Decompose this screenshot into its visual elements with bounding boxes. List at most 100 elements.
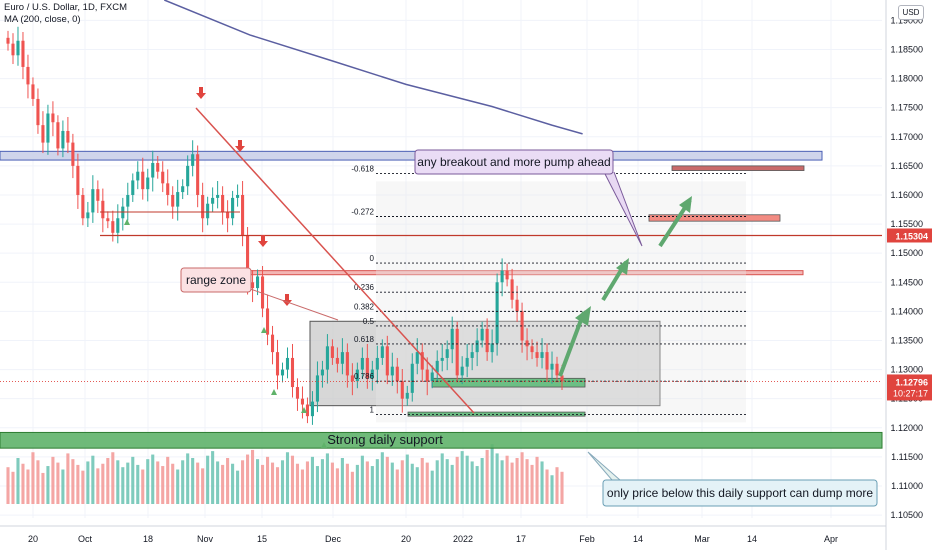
candle-body[interactable] (41, 125, 45, 143)
candle-body[interactable] (525, 340, 529, 347)
candle-body[interactable] (166, 183, 170, 195)
candle-body[interactable] (520, 311, 524, 341)
candle-body[interactable] (260, 276, 265, 309)
target-box-high[interactable] (671, 165, 805, 171)
candle-body[interactable] (66, 130, 70, 143)
candle-body[interactable] (365, 357, 369, 379)
candle-body[interactable] (465, 357, 469, 367)
candle-body[interactable] (300, 398, 305, 405)
candle-body[interactable] (131, 180, 135, 195)
candle-body[interactable] (420, 352, 424, 370)
candle-body[interactable] (550, 363, 554, 370)
target-box-mid[interactable] (648, 214, 781, 222)
candle-body[interactable] (425, 369, 429, 382)
candle-body[interactable] (270, 334, 275, 353)
candle-body[interactable] (540, 352, 544, 358)
candle-body[interactable] (191, 154, 195, 166)
candle-body[interactable] (71, 142, 75, 166)
candle-body[interactable] (515, 299, 519, 312)
candle-body[interactable] (415, 352, 419, 364)
candle-body[interactable] (156, 162, 160, 172)
candle-body[interactable] (226, 212, 230, 219)
breakout-note[interactable] (414, 149, 614, 175)
candle-body[interactable] (241, 194, 245, 236)
candle-body[interactable] (236, 194, 240, 198)
candle-body[interactable] (6, 37, 10, 44)
candle-body[interactable] (51, 113, 55, 123)
candle-body[interactable] (325, 346, 329, 370)
candle-body[interactable] (460, 366, 464, 376)
candle-body[interactable] (176, 192, 180, 207)
candle-body[interactable] (221, 194, 225, 213)
candle-body[interactable] (555, 363, 559, 376)
candle-body[interactable] (136, 171, 140, 181)
candle-body[interactable] (470, 352, 474, 358)
candle-body[interactable] (330, 346, 334, 358)
green-arrow-1[interactable] (558, 311, 586, 377)
candle-body[interactable] (171, 194, 175, 207)
candle-body[interactable] (181, 186, 185, 193)
candle-body[interactable] (360, 357, 364, 370)
candle-body[interactable] (335, 357, 339, 364)
currency-badge[interactable]: USD (898, 5, 924, 20)
candle-body[interactable] (46, 113, 50, 143)
candle-body[interactable] (81, 194, 85, 219)
candle-body[interactable] (380, 346, 384, 358)
candle-body[interactable] (455, 328, 459, 376)
candle-body[interactable] (275, 352, 280, 376)
candle-body[interactable] (535, 352, 539, 358)
candle-body[interactable] (290, 357, 295, 388)
candle-body[interactable] (395, 366, 399, 382)
candle-body[interactable] (285, 357, 290, 370)
candle-body[interactable] (26, 66, 30, 85)
candle-body[interactable] (450, 328, 454, 350)
candle-body[interactable] (126, 194, 130, 207)
candle-body[interactable] (251, 282, 255, 289)
top-blue-zone[interactable] (0, 150, 823, 161)
candle-body[interactable] (265, 308, 270, 335)
candle-body[interactable] (345, 352, 349, 376)
candle-body[interactable] (96, 189, 100, 201)
candle-body[interactable] (510, 279, 514, 300)
candle-body[interactable] (116, 218, 120, 233)
candle-body[interactable] (485, 328, 489, 353)
downtrend-line[interactable] (195, 107, 475, 414)
candle-body[interactable] (16, 40, 20, 56)
candle-body[interactable] (375, 357, 379, 370)
strong-daily-support[interactable] (0, 431, 883, 449)
candle-body[interactable] (400, 381, 404, 399)
candle-body[interactable] (545, 352, 549, 370)
candle-body[interactable] (350, 375, 354, 382)
candle-body[interactable] (141, 171, 145, 190)
candle-body[interactable] (370, 369, 374, 379)
candle-body[interactable] (231, 197, 235, 219)
candle-body[interactable] (56, 122, 60, 149)
candle-body[interactable] (246, 235, 250, 283)
candle-body[interactable] (490, 343, 494, 353)
candle-body[interactable] (355, 369, 359, 382)
candle-body[interactable] (86, 212, 90, 219)
candle-body[interactable] (11, 43, 15, 56)
candle-body[interactable] (385, 346, 389, 376)
candle-body[interactable] (111, 221, 115, 233)
candle-body[interactable] (295, 387, 300, 399)
candle-body[interactable] (211, 197, 215, 204)
candle-body[interactable] (21, 40, 25, 67)
candle-body[interactable] (91, 189, 95, 213)
candle-body[interactable] (500, 270, 504, 283)
candle-body[interactable] (340, 352, 344, 364)
candle-body[interactable] (390, 366, 394, 376)
candle-body[interactable] (161, 171, 165, 184)
candle-body[interactable] (201, 194, 205, 219)
candle-body[interactable] (101, 200, 105, 219)
candle-body[interactable] (106, 218, 110, 222)
candle-body[interactable] (480, 328, 484, 341)
candle-body[interactable] (430, 372, 434, 382)
candle-body[interactable] (310, 401, 314, 417)
candle-body[interactable] (410, 363, 414, 393)
candle-body[interactable] (196, 154, 200, 195)
candle-body[interactable] (146, 177, 150, 190)
dump-note[interactable] (602, 479, 878, 507)
